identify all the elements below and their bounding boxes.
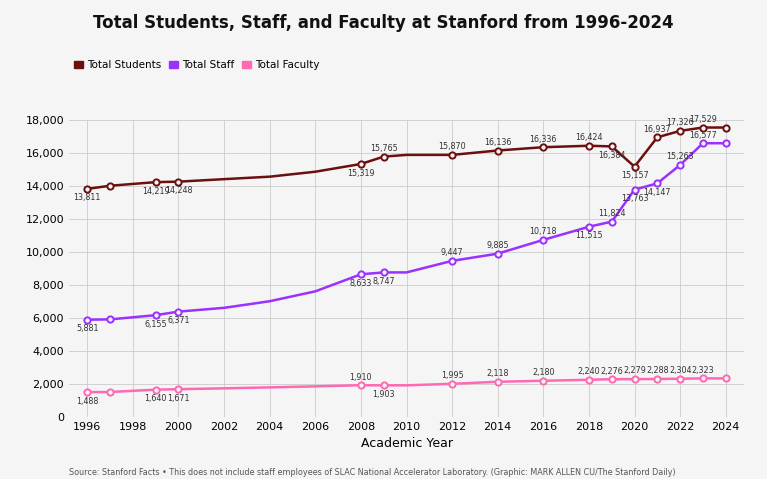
Text: 13,811: 13,811 — [74, 194, 101, 203]
Text: 14,219: 14,219 — [142, 187, 170, 196]
Text: 14,248: 14,248 — [165, 186, 193, 195]
Text: 11,515: 11,515 — [575, 231, 603, 240]
Text: 2,288: 2,288 — [646, 366, 669, 376]
Text: 15,157: 15,157 — [621, 171, 648, 180]
Text: 9,447: 9,447 — [441, 248, 463, 257]
Text: 15,765: 15,765 — [370, 144, 397, 153]
Text: 1,671: 1,671 — [167, 394, 189, 403]
Text: 16,424: 16,424 — [575, 133, 603, 142]
Text: 17,529: 17,529 — [689, 115, 717, 124]
Text: 15,870: 15,870 — [438, 142, 466, 151]
Text: 13,763: 13,763 — [621, 194, 648, 203]
Text: 2,279: 2,279 — [623, 366, 646, 376]
Text: 2,118: 2,118 — [486, 369, 509, 378]
Text: 1,903: 1,903 — [373, 390, 395, 399]
Text: 6,155: 6,155 — [144, 320, 167, 329]
Text: 16,136: 16,136 — [484, 138, 512, 147]
Text: 10,718: 10,718 — [529, 227, 557, 236]
X-axis label: Academic Year: Academic Year — [360, 437, 453, 450]
Text: 1,640: 1,640 — [144, 394, 167, 403]
Text: 8,747: 8,747 — [373, 277, 395, 286]
Text: 16,384: 16,384 — [598, 151, 625, 160]
Text: 1,488: 1,488 — [76, 397, 98, 406]
Text: 15,263: 15,263 — [667, 152, 694, 161]
Text: 14,147: 14,147 — [644, 188, 671, 197]
Text: 1,910: 1,910 — [350, 373, 372, 382]
Text: 16,937: 16,937 — [644, 125, 671, 134]
Text: 11,824: 11,824 — [598, 209, 625, 218]
Text: 2,240: 2,240 — [578, 367, 601, 376]
Text: 2,323: 2,323 — [692, 366, 714, 375]
Text: 9,885: 9,885 — [486, 241, 509, 250]
Text: 5,881: 5,881 — [76, 324, 98, 333]
Text: 1,995: 1,995 — [441, 371, 463, 380]
Text: Source: Stanford Facts • This does not include staff employees of SLAC National : Source: Stanford Facts • This does not i… — [69, 468, 676, 477]
Text: 8,633: 8,633 — [350, 279, 372, 288]
Text: Total Students, Staff, and Faculty at Stanford from 1996-2024: Total Students, Staff, and Faculty at St… — [93, 14, 674, 33]
Text: 2,180: 2,180 — [532, 368, 555, 377]
Text: 15,319: 15,319 — [347, 169, 375, 178]
Text: 17,326: 17,326 — [667, 118, 694, 127]
Text: 2,276: 2,276 — [601, 366, 623, 376]
Legend: Total Students, Total Staff, Total Faculty: Total Students, Total Staff, Total Facul… — [74, 60, 319, 70]
Text: 6,371: 6,371 — [167, 316, 189, 325]
Text: 2,304: 2,304 — [669, 366, 691, 375]
Text: 16,336: 16,336 — [530, 135, 557, 144]
Text: 16,577: 16,577 — [689, 131, 717, 139]
